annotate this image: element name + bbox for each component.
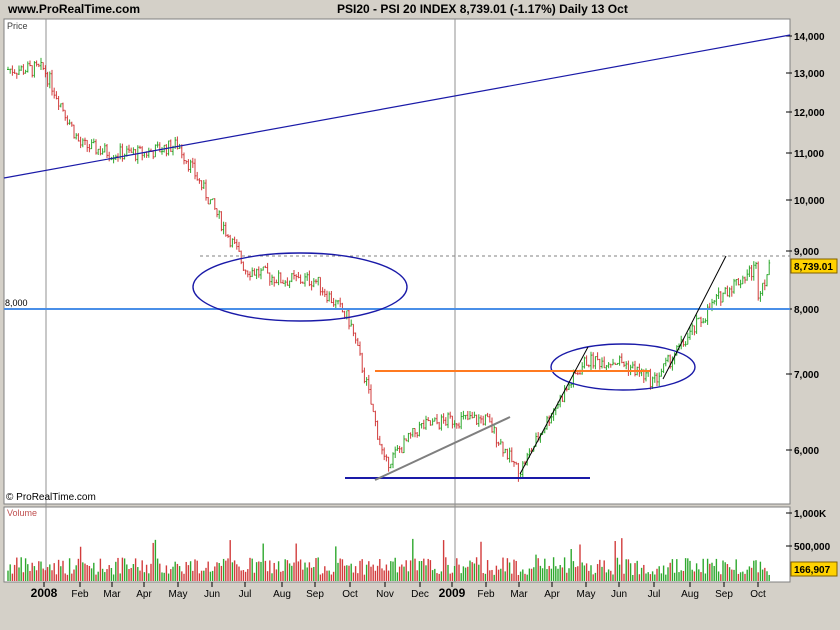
long-trendline[interactable]: [3, 34, 791, 179]
time-tick-label: Oct: [342, 589, 358, 600]
copyright-text: © ProRealTime.com: [6, 492, 96, 503]
time-tick-label: May: [577, 589, 596, 600]
rally-trendline-1[interactable]: [519, 346, 589, 475]
price-axis-label: Price: [7, 21, 28, 31]
last-price-tag: [790, 258, 838, 274]
rising-support-line[interactable]: [374, 416, 511, 481]
price-tick-label: 14,000: [794, 32, 825, 43]
consolidation-ellipse-2008[interactable]: [192, 252, 408, 322]
price-tick-label: 11,000: [794, 149, 824, 160]
time-tick-label: Nov: [376, 589, 394, 600]
time-tick-label: Feb: [477, 589, 495, 600]
price-grid: 14,000 13,000 12,000 11,000 10,000 9,000 8,000…: [786, 32, 831, 553]
time-tick-label: Feb: [71, 589, 89, 600]
price-tick-label: 9,000: [794, 247, 819, 258]
rally-trendline-2[interactable]: [662, 255, 727, 380]
last-volume-tag: [790, 561, 838, 577]
volume-tick-label: 500,000: [794, 542, 831, 553]
price-panel: [3, 18, 791, 505]
time-tick-label: Oct: [750, 589, 766, 600]
volume-bars: [7, 538, 770, 581]
consolidation-ellipse-2009[interactable]: [550, 343, 696, 391]
time-tick-label: Dec: [411, 589, 429, 600]
price-tick-label: 7,000: [794, 370, 819, 381]
price-tick-label: 12,000: [794, 108, 825, 119]
time-tick-label: Mar: [103, 589, 121, 600]
time-tick-label: Jul: [239, 589, 252, 600]
time-tick-label: Aug: [681, 589, 699, 600]
volume-tick-label: 1,000K: [794, 509, 827, 520]
time-tick-label: 2009: [439, 586, 466, 600]
time-tick-label: Jun: [611, 589, 627, 600]
price-tick-label: 8,000: [794, 305, 819, 316]
price-tick-label: 13,000: [794, 69, 825, 80]
price-tick-label: 10,000: [794, 196, 825, 207]
time-tick-label: Apr: [136, 589, 152, 600]
volume-axis-label: Volume: [7, 508, 37, 518]
last-price-value: 8,739.01: [794, 262, 833, 273]
time-tick-label: 2008: [31, 586, 58, 600]
support-line-label: 8,000: [5, 298, 28, 308]
time-grid: 2008 Feb Mar Apr May Jun Jul Aug Sep Oct Nov Dec 200…: [31, 582, 766, 600]
time-tick-label: Sep: [306, 589, 324, 600]
chart-title: PSI20 - PSI 20 INDEX 8,739.01 (-1.17%) D…: [337, 2, 628, 16]
time-tick-label: May: [169, 589, 188, 600]
time-tick-label: Mar: [510, 589, 528, 600]
site-name[interactable]: www.ProRealTime.com: [8, 2, 141, 16]
last-volume-value: 166,907: [794, 565, 831, 576]
time-tick-label: Apr: [544, 589, 560, 600]
time-tick-label: Jul: [648, 589, 661, 600]
price-tick-label: 6,000: [794, 446, 819, 457]
time-tick-label: Aug: [273, 589, 291, 600]
time-tick-label: Jun: [204, 589, 220, 600]
time-tick-label: Sep: [715, 589, 733, 600]
